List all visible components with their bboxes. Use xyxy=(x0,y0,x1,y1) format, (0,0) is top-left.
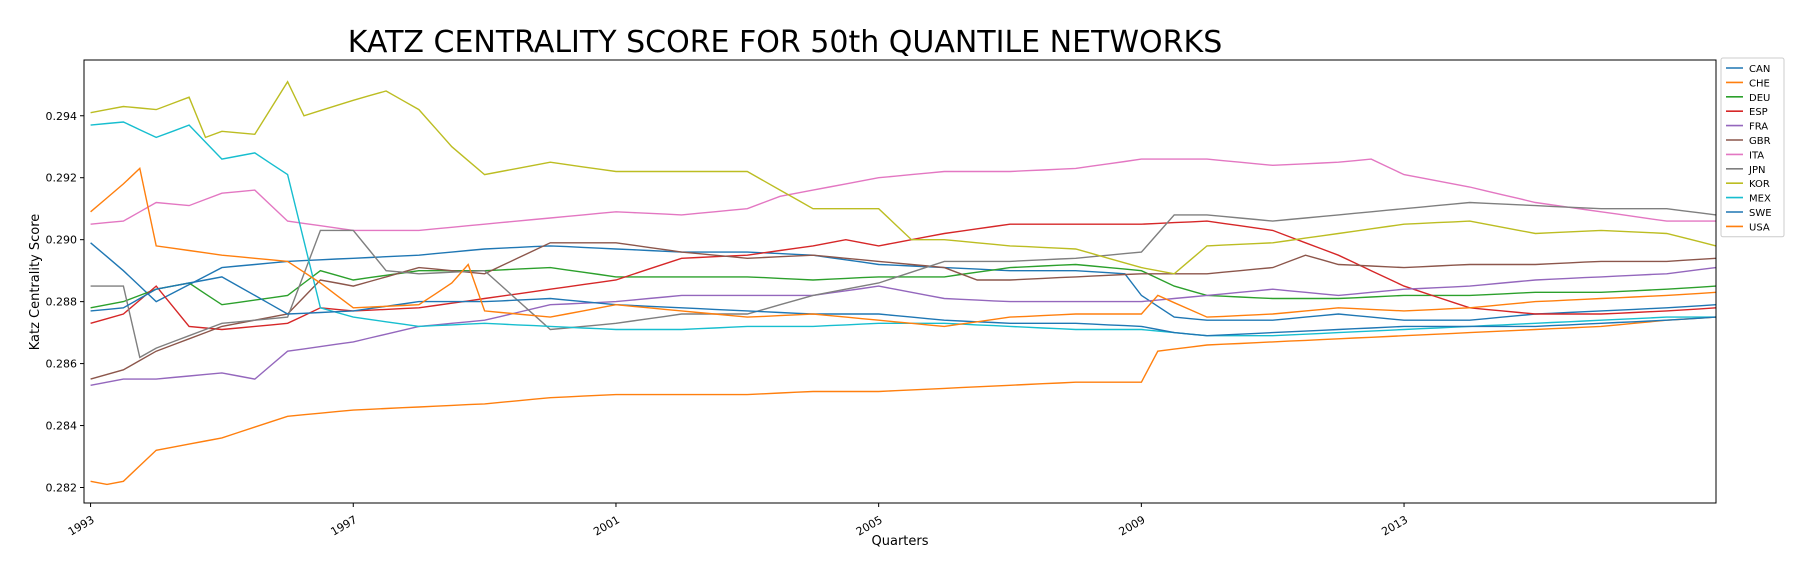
legend-label-mex: MEX xyxy=(1749,194,1771,205)
y-tick-label: 0.282 xyxy=(46,482,78,495)
series-line-esp xyxy=(90,220,1717,331)
legend-label-deu: DEU xyxy=(1749,93,1770,104)
series-line-mex xyxy=(90,121,1716,337)
series-line-kor xyxy=(90,80,1717,275)
legend-label-kor: KOR xyxy=(1749,179,1770,190)
series-line-can xyxy=(90,242,1717,321)
legend-label-ita: ITA xyxy=(1749,150,1764,161)
series-line-swe xyxy=(90,276,1717,337)
series-line-ita xyxy=(90,158,1716,232)
legend-label-swe: SWE xyxy=(1749,208,1772,219)
legend: CAN CHE DEU ESP FRA GBR ITA JPN KOR MEX SWE USA xyxy=(1720,57,1785,238)
y-axis-label: Katz Centrality Score xyxy=(28,214,43,351)
y-tick-label: 0.284 xyxy=(46,420,78,433)
legend-label-fra: FRA xyxy=(1749,122,1768,133)
y-tick-label: 0.292 xyxy=(46,172,78,185)
series-line-jpn xyxy=(90,201,1717,359)
legend-label-jpn: JPN xyxy=(1748,165,1765,176)
plot-frame xyxy=(83,59,1717,504)
legend-label-can: CAN xyxy=(1749,64,1770,75)
legend-label-che: CHE xyxy=(1749,78,1770,89)
y-tick-label: 0.290 xyxy=(46,234,78,247)
x-axis-label: Quarters xyxy=(872,534,929,549)
series-layer xyxy=(90,80,1717,486)
series-line-fra xyxy=(90,266,1717,386)
series-line-deu xyxy=(90,263,1717,309)
y-tick-label: 0.286 xyxy=(46,358,78,371)
legend-label-esp: ESP xyxy=(1749,107,1768,118)
series-line-usa xyxy=(90,167,1717,328)
y-tick-label: 0.288 xyxy=(46,296,78,309)
chart-title: KATZ CENTRALITY SCORE FOR 50th QUANTILE … xyxy=(348,25,1222,60)
y-tick-label: 0.294 xyxy=(46,110,78,123)
y-axis: 0.282 0.284 0.286 0.288 0.290 0.292 0.294 xyxy=(46,110,84,495)
legend-box xyxy=(1720,57,1785,238)
legend-label-gbr: GBR xyxy=(1749,136,1771,147)
series-line-che xyxy=(90,316,1717,486)
series-line-gbr xyxy=(90,242,1717,380)
legend-label-usa: USA xyxy=(1749,222,1770,233)
